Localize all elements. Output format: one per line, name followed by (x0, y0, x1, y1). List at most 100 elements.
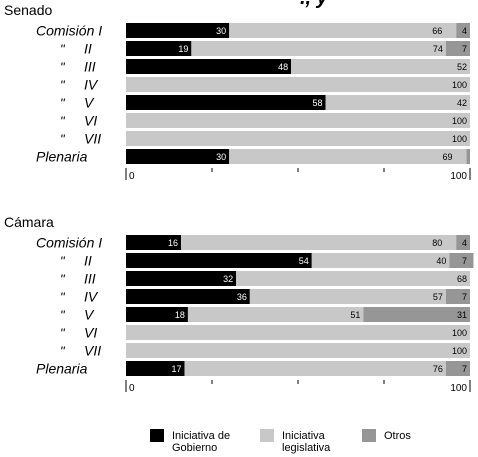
row-ditto-mark: " (60, 254, 66, 269)
value-label-legislativa: 66 (432, 26, 442, 36)
bar-gobierno (126, 361, 185, 376)
value-label-gobierno: 36 (237, 292, 247, 302)
legend-swatch-gobierno (150, 429, 164, 442)
bar-legislativa (311, 253, 450, 268)
value-label-gobierno: 32 (223, 274, 233, 284)
bar-legislativa (325, 95, 470, 110)
bar-gobierno (126, 307, 188, 322)
chart-title-fragment: ., y (300, 0, 329, 9)
row-numeral: VI (84, 325, 97, 341)
value-label-gobierno: 17 (171, 364, 181, 374)
row-numeral: III (84, 271, 96, 287)
row-label: Comisión I (36, 235, 102, 251)
row-ditto-mark: " (60, 96, 66, 111)
value-label-gobierno: 16 (168, 238, 178, 248)
value-label-otros: 7 (462, 256, 467, 266)
row-ditto-mark: " (60, 272, 66, 287)
legend-swatch-otros (362, 429, 376, 442)
bar-gobierno (126, 149, 230, 164)
row-ditto-mark: " (60, 42, 66, 57)
bar-legislativa (181, 235, 457, 250)
value-label-gobierno: 30 (216, 152, 226, 162)
bar-legislativa (229, 23, 457, 38)
row-ditto-mark: " (60, 114, 66, 129)
value-label-legislativa: 100 (452, 328, 467, 338)
row-ditto-mark: " (60, 308, 66, 323)
value-label-legislativa: 57 (433, 292, 443, 302)
value-label-legislativa: 68 (457, 274, 467, 284)
row-numeral: II (84, 253, 92, 269)
value-label-gobierno: 30 (216, 26, 226, 36)
value-label-gobierno: 18 (175, 310, 185, 320)
bar-gobierno (126, 271, 237, 286)
panel-title: Senado (4, 2, 52, 18)
value-label-otros: 31 (457, 310, 467, 320)
bar-legislativa (184, 361, 446, 376)
bar-gobierno (126, 289, 250, 304)
row-label: Comisión I (36, 23, 102, 39)
bar-otros (445, 41, 470, 56)
value-label-otros: 4 (462, 26, 467, 36)
bar-otros (466, 149, 470, 164)
bar-legislativa (249, 289, 446, 304)
bar-otros (363, 307, 470, 322)
bar-legislativa (126, 113, 470, 128)
value-label-legislativa: 80 (432, 238, 442, 248)
bar-gobierno (126, 253, 312, 268)
row-ditto-mark: " (60, 132, 66, 147)
row-ditto-mark: " (60, 290, 66, 305)
row-numeral: VI (84, 113, 97, 129)
bar-legislativa (291, 59, 470, 74)
value-label-legislativa: 100 (452, 80, 467, 90)
bar-otros (456, 23, 470, 38)
bar-otros (445, 361, 470, 376)
legend-swatch-legislativa (260, 429, 274, 442)
row-numeral: V (84, 95, 95, 111)
value-label-gobierno: 48 (278, 62, 288, 72)
value-label-legislativa: 42 (457, 98, 467, 108)
bar-gobierno (126, 95, 326, 110)
row-label: Plenaria (36, 361, 88, 377)
value-label-gobierno: 58 (313, 98, 323, 108)
value-label-legislativa: 40 (436, 256, 446, 266)
bar-gobierno (126, 23, 230, 38)
bar-legislativa (126, 325, 470, 340)
value-label-otros: 7 (462, 292, 467, 302)
row-numeral: II (84, 41, 92, 57)
row-ditto-mark: " (60, 78, 66, 93)
bar-gobierno (126, 59, 292, 74)
axis-tick-label: 0 (129, 383, 135, 394)
value-label-legislativa: 76 (433, 364, 443, 374)
row-numeral: VII (84, 343, 101, 359)
row-numeral: IV (84, 77, 99, 93)
value-label-gobierno: 54 (299, 256, 309, 266)
row-numeral: VII (84, 131, 101, 147)
row-ditto-mark: " (60, 344, 66, 359)
legend-label-legislativa: Iniciativa legislativa (282, 430, 331, 454)
value-label-gobierno: 19 (178, 44, 188, 54)
bar-legislativa (236, 271, 470, 286)
axis-tick-label: 100 (450, 171, 467, 182)
row-label: Plenaria (36, 149, 88, 165)
row-ditto-mark: " (60, 60, 66, 75)
value-label-legislativa: 74 (433, 44, 443, 54)
bar-legislativa (229, 149, 467, 164)
value-label-legislativa: 100 (452, 134, 467, 144)
value-label-legislativa: 100 (452, 116, 467, 126)
bar-legislativa (126, 131, 470, 146)
bar-legislativa (126, 77, 470, 92)
axis-tick-label: 100 (450, 383, 467, 394)
bar-otros (445, 289, 470, 304)
value-label-legislativa: 100 (452, 346, 467, 356)
value-label-otros: 7 (462, 44, 467, 54)
bar-gobierno (126, 235, 182, 250)
bar-legislativa (191, 41, 446, 56)
bar-legislativa (126, 343, 470, 358)
row-ditto-mark: " (60, 326, 66, 341)
legend-label-otros: Otros (384, 430, 411, 442)
value-label-otros: 4 (462, 238, 467, 248)
value-label-legislativa: 52 (457, 62, 467, 72)
axis-tick-label: 0 (129, 171, 135, 182)
bar-gobierno (126, 41, 192, 56)
